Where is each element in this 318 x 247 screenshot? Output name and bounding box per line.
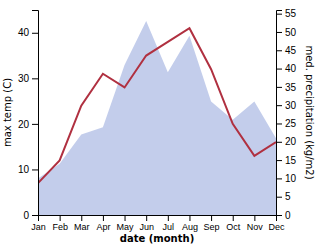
y-axis-tick-label: 10 <box>18 164 30 175</box>
y-axis-tick-mark <box>32 33 38 34</box>
plot-area <box>38 21 276 215</box>
y2-axis-tick-mark <box>276 215 282 216</box>
precipitation-area <box>38 21 276 215</box>
y2-axis-tick-mark <box>276 142 282 143</box>
y-axis-tick: 10 <box>18 164 38 175</box>
y-axis-title: max temp (C) <box>2 78 13 147</box>
x-axis-tick-mark <box>211 215 212 221</box>
y2-axis-tick-label: 45 <box>285 45 297 56</box>
y-axis-tick-label: 40 <box>18 27 30 38</box>
x-axis-tick-mark <box>60 215 61 221</box>
x-axis-tick: Jul <box>163 215 175 232</box>
y2-axis-tick: 45 <box>276 45 297 56</box>
y2-axis-tick: 40 <box>276 63 297 74</box>
y2-axis-tick-label: 40 <box>285 63 297 74</box>
x-axis-tick-label: Apr <box>96 222 110 232</box>
x-axis-tick-mark <box>189 215 190 221</box>
y2-axis-tick-label: 5 <box>285 191 291 202</box>
y2-axis-tick: 15 <box>276 155 297 166</box>
y-axis-tick-label: 30 <box>18 73 30 84</box>
x-axis-tick-label: Feb <box>52 222 68 232</box>
x-axis-tick-label: Dec <box>268 222 285 232</box>
x-axis-tick-label: Nov <box>247 222 264 232</box>
y2-axis-tick-mark <box>276 69 282 70</box>
x-axis-tick: Aug <box>182 215 198 232</box>
y2-axis-tick-mark <box>276 160 282 161</box>
x-axis-tick: Nov <box>247 215 264 232</box>
x-axis-tick: Mar <box>74 215 90 232</box>
y2-axis-tick: 55 <box>276 8 297 19</box>
x-axis-tick-mark <box>103 215 104 221</box>
y2-axis-tick-mark <box>276 123 282 124</box>
x-axis-tick-mark <box>233 215 234 221</box>
y2-axis-tick-mark <box>276 32 282 33</box>
y2-axis-tick: 35 <box>276 82 297 93</box>
x-axis-tick: Oct <box>226 215 241 232</box>
x-axis-tick-mark <box>146 215 147 221</box>
y2-axis-tick: 5 <box>276 191 291 202</box>
y2-axis-tick: 10 <box>276 173 297 184</box>
x-axis-tick: Feb <box>52 215 68 232</box>
x-axis-tick-label: Aug <box>182 222 198 232</box>
y2-axis-title: med. precipitation (kg/m2) <box>304 45 315 179</box>
x-axis-tick-label: Jan <box>31 222 46 232</box>
y2-axis-tick-mark <box>276 14 282 15</box>
y2-axis-tick: 50 <box>276 27 297 38</box>
y2-axis-tick: 25 <box>276 118 297 129</box>
x-axis-line <box>39 216 277 222</box>
y2-axis-tick-mark <box>276 197 282 198</box>
x-axis-tick-mark <box>254 215 255 221</box>
x-axis-tick-label: Jul <box>163 222 175 232</box>
y-axis-tick-label: 0 <box>23 210 29 221</box>
y-axis-line <box>32 11 39 216</box>
y2-axis-tick-label: 15 <box>285 155 297 166</box>
x-axis-tick: May <box>117 215 135 232</box>
y-axis-tick: 0 <box>23 210 38 221</box>
x-axis-tick: Sep <box>204 215 220 232</box>
x-axis-tick-mark <box>125 215 126 221</box>
x-axis-tick-mark <box>168 215 169 221</box>
x-axis-tick: Apr <box>96 215 110 232</box>
y2-axis-tick-label: 30 <box>285 100 297 111</box>
y-axis-tick: 30 <box>18 73 38 84</box>
y2-axis-tick-mark <box>276 87 282 88</box>
y2-axis-tick-label: 10 <box>285 173 297 184</box>
y2-axis-tick: 0 <box>276 210 291 221</box>
x-axis-tick-label: Oct <box>226 222 241 232</box>
x-axis: Jan Feb Mar Apr May Jun Jul Aug Sep Oct Nov Dec <box>31 215 285 232</box>
y2-axis-line <box>277 11 283 216</box>
y-axis-tick: 20 <box>18 119 38 130</box>
x-axis-tick: Dec <box>268 215 285 232</box>
x-axis-tick: Jun <box>139 215 154 232</box>
y-axis-tick: 40 <box>18 27 38 38</box>
y2-axis-tick-label: 0 <box>285 210 291 221</box>
y2-axis-tick-label: 25 <box>285 118 297 129</box>
x-axis-tick-mark <box>81 215 82 221</box>
x-axis-tick-label: May <box>117 222 135 232</box>
chart: JanFebMarAprMayJunJulAugSepOctNovDec0102… <box>0 0 318 247</box>
y2-axis-tick-label: 50 <box>285 27 297 38</box>
x-axis-tick-label: Sep <box>204 222 220 232</box>
x-axis-title: date (month) <box>120 233 194 244</box>
temperature-line <box>38 28 276 183</box>
y2-axis-tick: 30 <box>276 100 297 111</box>
x-axis-tick-label: Jun <box>139 222 154 232</box>
y2-axis: 0 5 10 15 20 25 30 35 40 45 50 55 <box>276 8 297 220</box>
y2-axis-tick-label: 20 <box>285 136 297 147</box>
y-axis-tick-mark <box>32 78 38 79</box>
y-axis: 0 10 20 30 40 <box>18 11 39 221</box>
y2-axis-tick-label: 35 <box>285 82 297 93</box>
y2-axis-tick-label: 55 <box>285 8 297 19</box>
y-axis-tick-mark <box>32 169 38 170</box>
y-axis-tick-mark <box>32 215 38 216</box>
y2-axis-tick-mark <box>276 178 282 179</box>
y2-axis-tick-mark <box>276 50 282 51</box>
x-axis-tick-label: Mar <box>74 222 90 232</box>
y2-axis-tick: 20 <box>276 136 297 147</box>
y2-axis-tick-mark <box>276 105 282 106</box>
x-axis-tick: Jan <box>31 215 46 232</box>
y-axis-tick-mark <box>32 124 38 125</box>
y-axis-tick-label: 20 <box>18 119 30 130</box>
